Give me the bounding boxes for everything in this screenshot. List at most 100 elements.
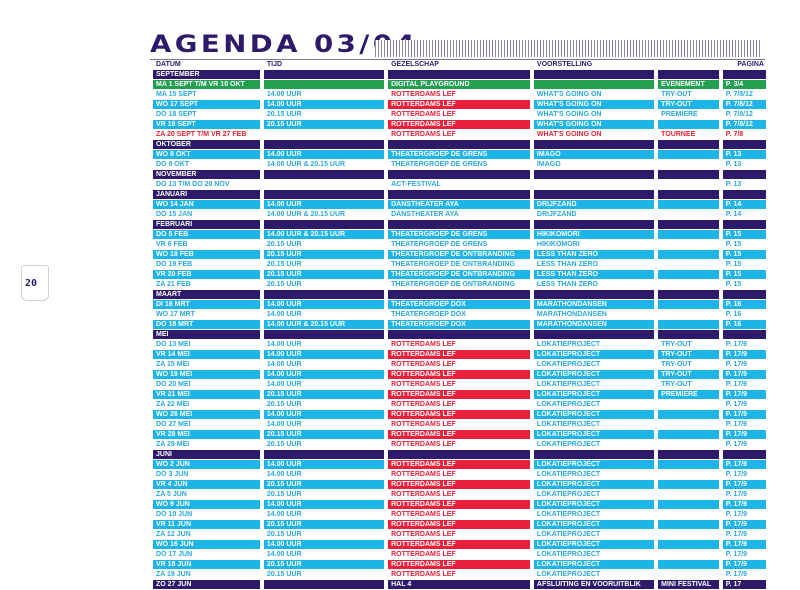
cell-event-type: MINI FESTIVAL bbox=[658, 580, 719, 590]
cell-time: 14.00 UUR bbox=[263, 200, 385, 210]
column-header-pagina: PAGINA bbox=[722, 60, 766, 70]
cell-time bbox=[263, 80, 385, 90]
cell-page-ref: P. 17 bbox=[722, 580, 766, 590]
cell-performance bbox=[533, 450, 655, 460]
table-row: VR 20 FEB 20.15 UUR THEATERGROEP DE ONTBRA… bbox=[153, 270, 766, 280]
cell-time: 14.00 UUR bbox=[263, 350, 385, 360]
month-header-row: SEPTEMBER bbox=[153, 70, 766, 80]
cell-event-type bbox=[658, 420, 719, 430]
cell-date: DO 5 FEB bbox=[153, 230, 260, 240]
cell-date: ZA 20 SEPT T/M VR 27 FEB bbox=[153, 130, 260, 140]
cell-time: 14.00 UUR bbox=[263, 460, 385, 470]
cell-performance: LOKATIEPROJECT bbox=[533, 420, 655, 430]
cell-performance: WHAT'S GOING ON bbox=[533, 130, 655, 140]
cell-page-ref: P. 17/9 bbox=[722, 370, 766, 380]
table-row: VR 18 JUN 20.15 UUR ROTTERDAMS LEF LOKATIEP… bbox=[153, 560, 766, 570]
cell-date: VR 11 JUN bbox=[153, 520, 260, 530]
cell-date: DO 27 MEI bbox=[153, 420, 260, 430]
cell-page-ref: P. 17/9 bbox=[722, 380, 766, 390]
table-row: WO 19 MEI 14.00 UUR ROTTERDAMS LEF LOKATIEP… bbox=[153, 370, 766, 380]
cell-company: THEATERGROEP DE GRENS bbox=[388, 150, 530, 160]
table-row: VR 11 JUN 20.15 UUR ROTTERDAMS LEF LOKATIEP… bbox=[153, 520, 766, 530]
column-header-soort bbox=[658, 60, 719, 70]
cell-page-ref: P. 17/9 bbox=[722, 500, 766, 510]
cell-company: THEATERGROEP DOX bbox=[388, 310, 530, 320]
table-row: ZA 21 FEB 20.15 UUR THEATERGROEP DE ONTBRA… bbox=[153, 280, 766, 290]
cell-time: 14.00 UUR bbox=[263, 100, 385, 110]
table-header-row: DATUM TIJD GEZELSCHAP VOORSTELLING PAGIN… bbox=[153, 60, 766, 70]
cell-date: ZO 27 JUN bbox=[153, 580, 260, 590]
cell-date: VR 4 JUN bbox=[153, 480, 260, 490]
cell-performance: LOKATIEPROJECT bbox=[533, 390, 655, 400]
cell-time: 14.00 UUR & 20.15 UUR bbox=[263, 210, 385, 220]
cell-company: ROTTERDAMS LEF bbox=[388, 340, 530, 350]
cell-event-type bbox=[658, 280, 719, 290]
cell-time: 14.00 UUR bbox=[263, 300, 385, 310]
cell-time bbox=[263, 190, 385, 200]
table-row: VR 21 MEI 20.15 UUR ROTTERDAMS LEF LOKATIEP… bbox=[153, 390, 766, 400]
cell-time: 20.15 UUR bbox=[263, 480, 385, 490]
cell-company bbox=[388, 450, 530, 460]
page-number-badge: 20 bbox=[21, 265, 49, 301]
cell-date: WO 16 JUN bbox=[153, 540, 260, 550]
cell-performance: LOKATIEPROJECT bbox=[533, 380, 655, 390]
cell-event-type bbox=[658, 290, 719, 300]
table-row: MA 1 SEPT T/M VR 10 OKT DIGITAL PLAYGROUN… bbox=[153, 80, 766, 90]
cell-page-ref: P. 17/9 bbox=[722, 530, 766, 540]
month-label: MEI bbox=[153, 330, 260, 340]
cell-event-type bbox=[658, 400, 719, 410]
cell-event-type bbox=[658, 160, 719, 170]
table-row: DO 3 JUN 14.00 UUR ROTTERDAMS LEF LOKATIEPR… bbox=[153, 470, 766, 480]
cell-time: 14.00 UUR & 20.15 UUR bbox=[263, 230, 385, 240]
table-row: DO 18 MRT 14.00 UUR & 20.15 UUR THEATERGRO… bbox=[153, 320, 766, 330]
cell-event-type: TRY-OUT bbox=[658, 360, 719, 370]
table-row: MA 15 SEPT 14.00 UUR ROTTERDAMS LEF WHAT'S … bbox=[153, 90, 766, 100]
cell-date: WO 17 MRT bbox=[153, 310, 260, 320]
cell-event-type bbox=[658, 460, 719, 470]
cell-performance bbox=[533, 80, 655, 90]
cell-event-type bbox=[658, 140, 719, 150]
cell-event-type bbox=[658, 570, 719, 580]
cell-page-ref: P. 17/9 bbox=[722, 560, 766, 570]
cell-event-type bbox=[658, 490, 719, 500]
table-row: WO 17 SEPT 14.00 UUR ROTTERDAMS LEF WHAT'S … bbox=[153, 100, 766, 110]
cell-company: ROTTERDAMS LEF bbox=[388, 380, 530, 390]
cell-page-ref bbox=[722, 140, 766, 150]
cell-date: VR 18 JUN bbox=[153, 560, 260, 570]
cell-company: ROTTERDAMS LEF bbox=[388, 460, 530, 470]
cell-event-type bbox=[658, 210, 719, 220]
cell-performance: LOKATIEPROJECT bbox=[533, 410, 655, 420]
cell-company: ROTTERDAMS LEF bbox=[388, 350, 530, 360]
cell-time: 14.00 UUR & 20.15 UUR bbox=[263, 160, 385, 170]
cell-performance bbox=[533, 70, 655, 80]
month-label: OKTOBER bbox=[153, 140, 260, 150]
cell-performance: HIKIKOMORI bbox=[533, 230, 655, 240]
cell-company: ROTTERDAMS LEF bbox=[388, 420, 530, 430]
cell-event-type bbox=[658, 470, 719, 480]
cell-page-ref: P. 15 bbox=[722, 260, 766, 270]
cell-company bbox=[388, 170, 530, 180]
cell-date: MA 15 SEPT bbox=[153, 90, 260, 100]
cell-company: ROTTERDAMS LEF bbox=[388, 120, 530, 130]
table-row: ZA 29 MEI 20.15 UUR ROTTERDAMS LEF LOKATIEP… bbox=[153, 440, 766, 450]
cell-page-ref: P. 15 bbox=[722, 270, 766, 280]
month-label: SEPTEMBER bbox=[153, 70, 260, 80]
cell-company: THEATERGROEP DOX bbox=[388, 300, 530, 310]
cell-event-type bbox=[658, 120, 719, 130]
cell-event-type: TRY-OUT bbox=[658, 370, 719, 380]
cell-date: DO 20 MEI bbox=[153, 380, 260, 390]
cell-company: ROTTERDAMS LEF bbox=[388, 480, 530, 490]
cell-performance bbox=[533, 220, 655, 230]
cell-company: THEATERGROEP DE ONTBRANDING bbox=[388, 280, 530, 290]
table-row: ZA 22 MEI 20.15 UUR ROTTERDAMS LEF LOKATIEP… bbox=[153, 400, 766, 410]
cell-event-type bbox=[658, 150, 719, 160]
cell-company bbox=[388, 70, 530, 80]
cell-performance: LOKATIEPROJECT bbox=[533, 550, 655, 560]
cell-company: DIGITAL PLAYGROUND bbox=[388, 80, 530, 90]
cell-company: THEATERGROEP DE GRENS bbox=[388, 240, 530, 250]
cell-performance: DRIJFZAND bbox=[533, 210, 655, 220]
cell-date: ZA 15 MEI bbox=[153, 360, 260, 370]
cell-company: ROTTERDAMS LEF bbox=[388, 390, 530, 400]
cell-event-type bbox=[658, 540, 719, 550]
cell-performance: LOKATIEPROJECT bbox=[533, 430, 655, 440]
